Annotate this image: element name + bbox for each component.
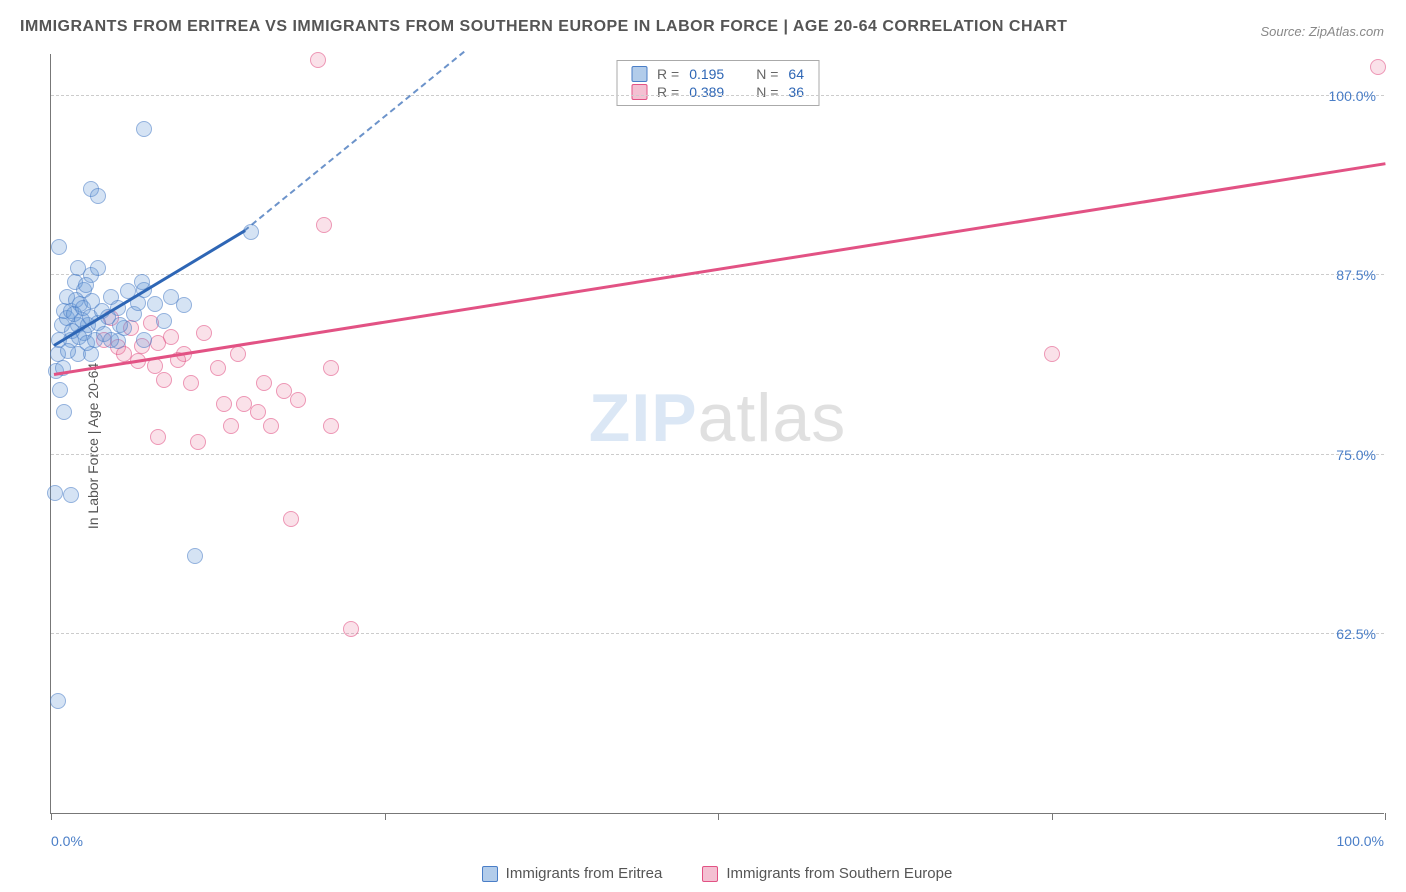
data-point (323, 418, 339, 434)
data-point (256, 375, 272, 391)
data-point (290, 392, 306, 408)
data-point (216, 396, 232, 412)
data-point (136, 121, 152, 137)
legend-correlation: R = 0.195 N = 64 R = 0.389 N = 36 (616, 60, 819, 106)
chart-title: IMMIGRANTS FROM ERITREA VS IMMIGRANTS FR… (20, 18, 1067, 36)
legend-series: Immigrants from Eritrea Immigrants from … (50, 865, 1384, 882)
data-point (47, 485, 63, 501)
series-label-blue: Immigrants from Eritrea (506, 865, 663, 882)
data-point (310, 52, 326, 68)
watermark: ZIPatlas (589, 379, 846, 457)
n-label: N = (756, 66, 778, 82)
data-point (243, 224, 259, 240)
r-value-blue: 0.195 (689, 66, 724, 82)
data-point (78, 277, 94, 293)
data-point (196, 325, 212, 341)
n-value-pink: 36 (788, 84, 804, 100)
data-point (103, 332, 119, 348)
y-tick-label: 100.0% (1329, 88, 1376, 104)
grid-line (51, 95, 1384, 96)
grid-line (51, 633, 1384, 634)
data-point (90, 188, 106, 204)
data-point (90, 260, 106, 276)
watermark-brand: ZIP (589, 380, 698, 456)
data-point (176, 297, 192, 313)
legend-item-blue: Immigrants from Eritrea (482, 865, 663, 882)
x-tick-label-min: 0.0% (51, 833, 83, 849)
swatch-pink-icon (631, 84, 647, 100)
source-attribution: Source: ZipAtlas.com (1260, 24, 1384, 39)
legend-row-pink: R = 0.389 N = 36 (631, 83, 804, 101)
data-point (210, 360, 226, 376)
x-tick-label-max: 100.0% (1337, 833, 1384, 849)
data-point (136, 332, 152, 348)
data-point (1044, 346, 1060, 362)
grid-line (51, 454, 1384, 455)
data-point (323, 360, 339, 376)
data-point (56, 404, 72, 420)
data-point (230, 346, 246, 362)
data-point (223, 418, 239, 434)
data-point (316, 217, 332, 233)
x-tick (385, 813, 386, 820)
y-tick-label: 87.5% (1336, 267, 1376, 283)
plot-area: ZIPatlas R = 0.195 N = 64 R = 0.389 N = … (50, 54, 1384, 814)
data-point (187, 548, 203, 564)
x-tick (51, 813, 52, 820)
swatch-pink-icon (702, 866, 718, 882)
data-point (156, 372, 172, 388)
r-label: R = (657, 66, 679, 82)
r-label: R = (657, 84, 679, 100)
data-point (112, 317, 128, 333)
data-point (283, 511, 299, 527)
data-point (343, 621, 359, 637)
data-point (147, 296, 163, 312)
x-tick (1052, 813, 1053, 820)
legend-row-blue: R = 0.195 N = 64 (631, 65, 804, 83)
data-point (163, 329, 179, 345)
y-tick-label: 75.0% (1336, 447, 1376, 463)
data-point (276, 383, 292, 399)
n-label: N = (756, 84, 778, 100)
data-point (52, 382, 68, 398)
series-label-pink: Immigrants from Southern Europe (726, 865, 952, 882)
grid-line (51, 274, 1384, 275)
data-point (60, 343, 76, 359)
data-point (183, 375, 199, 391)
data-point (1370, 59, 1386, 75)
data-point (150, 429, 166, 445)
x-tick (718, 813, 719, 820)
trend-line-blue-dash (244, 51, 465, 232)
data-point (250, 404, 266, 420)
data-point (50, 693, 66, 709)
trend-line-pink (53, 162, 1385, 376)
data-point (63, 487, 79, 503)
data-point (51, 239, 67, 255)
watermark-suffix: atlas (698, 380, 847, 456)
swatch-blue-icon (482, 866, 498, 882)
data-point (190, 434, 206, 450)
data-point (156, 313, 172, 329)
swatch-blue-icon (631, 66, 647, 82)
n-value-blue: 64 (788, 66, 804, 82)
y-tick-label: 62.5% (1336, 626, 1376, 642)
x-tick (1385, 813, 1386, 820)
data-point (263, 418, 279, 434)
r-value-pink: 0.389 (689, 84, 724, 100)
legend-item-pink: Immigrants from Southern Europe (702, 865, 952, 882)
